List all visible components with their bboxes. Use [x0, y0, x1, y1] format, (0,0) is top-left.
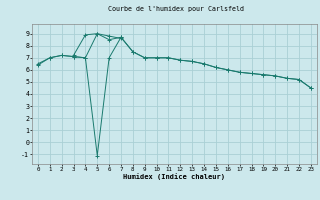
- X-axis label: Humidex (Indice chaleur): Humidex (Indice chaleur): [124, 173, 225, 180]
- Text: Courbe de l'humidex pour Carlsfeld: Courbe de l'humidex pour Carlsfeld: [108, 6, 244, 12]
